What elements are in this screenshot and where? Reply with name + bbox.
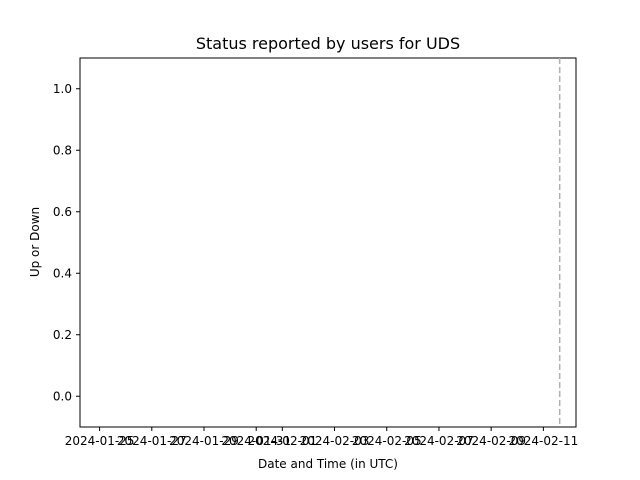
x-tick-label: 2024-02-03 <box>300 434 370 448</box>
y-tick-label: 0.6 <box>53 205 72 219</box>
plot-frame <box>79 57 577 428</box>
y-tick-label: 0.4 <box>53 266 72 280</box>
chart-title: Status reported by users for UDS <box>196 34 460 53</box>
x-tick-label: 2024-02-05 <box>352 434 422 448</box>
x-tick-label: 2024-01-29 <box>169 434 239 448</box>
y-tick-label: 0.0 <box>53 389 72 403</box>
x-axis-ticks: 2024-01-252024-01-272024-01-292024-01-31… <box>65 427 578 448</box>
y-tick-label: 0.8 <box>53 143 72 157</box>
x-tick-label: 2024-01-27 <box>117 434 187 448</box>
x-tick-label: 2024-01-25 <box>65 434 135 448</box>
y-axis-label: Up or Down <box>28 207 42 277</box>
x-tick-label: 2024-02-01 <box>247 434 317 448</box>
x-tick-label: 2024-02-09 <box>456 434 526 448</box>
x-tick-label: 2024-02-07 <box>404 434 474 448</box>
x-tick-label: 2024-02-11 <box>508 434 578 448</box>
x-tick-label: 2024-01-31 <box>221 434 291 448</box>
y-tick-label: 0.2 <box>53 328 72 342</box>
x-axis-label: Date and Time (in UTC) <box>258 457 398 471</box>
y-tick-label: 1.0 <box>53 82 72 96</box>
y-axis-ticks: 0.0 0.2 0.4 0.6 0.8 1.0 <box>53 82 80 403</box>
